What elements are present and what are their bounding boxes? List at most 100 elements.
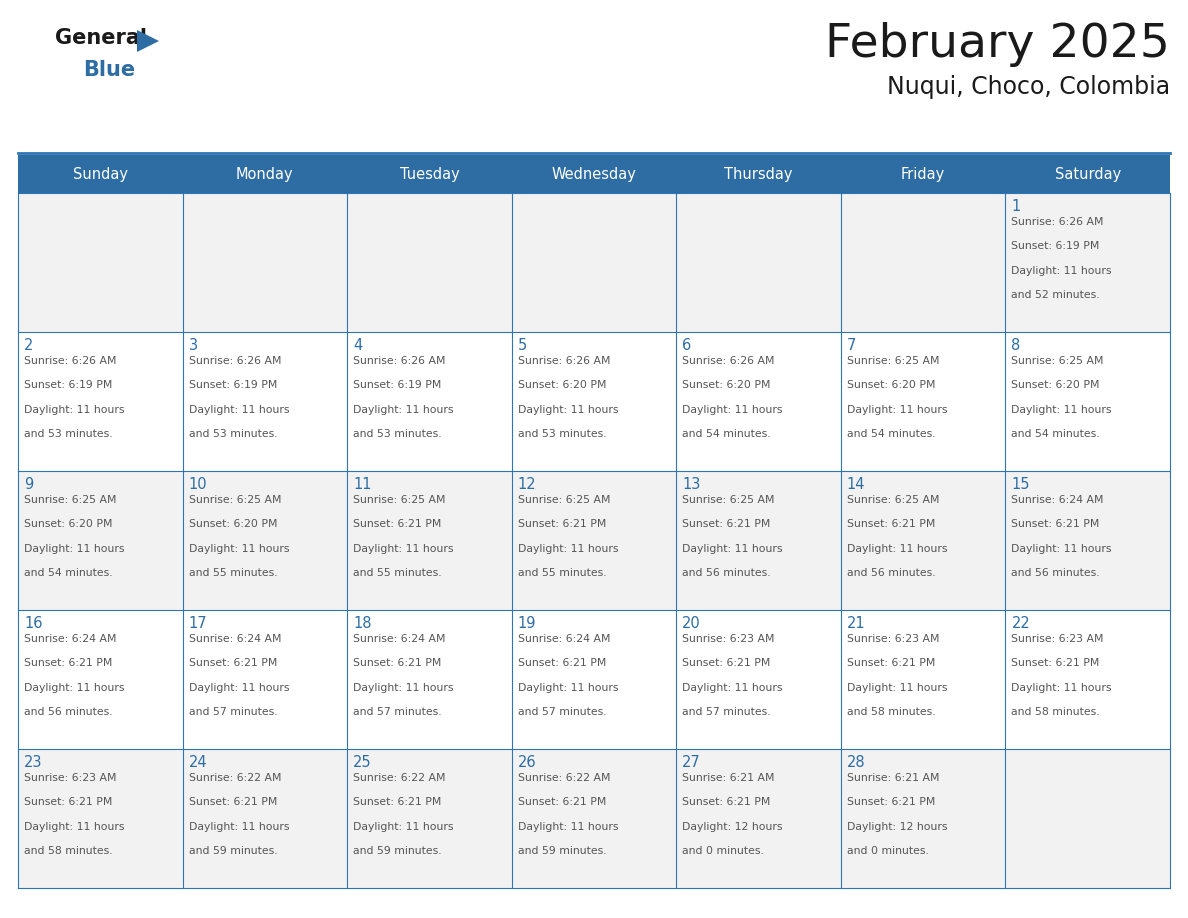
Bar bbox=[1005, 749, 1170, 888]
Text: and 56 minutes.: and 56 minutes. bbox=[682, 568, 771, 578]
Text: 24: 24 bbox=[189, 755, 207, 770]
Bar bbox=[347, 610, 512, 749]
Text: Sunrise: 6:22 AM: Sunrise: 6:22 AM bbox=[353, 773, 446, 783]
Text: Sunset: 6:21 PM: Sunset: 6:21 PM bbox=[682, 658, 771, 668]
Text: Sunrise: 6:25 AM: Sunrise: 6:25 AM bbox=[189, 495, 282, 505]
Text: and 57 minutes.: and 57 minutes. bbox=[682, 707, 771, 717]
Text: and 56 minutes.: and 56 minutes. bbox=[24, 707, 113, 717]
Text: Sunrise: 6:26 AM: Sunrise: 6:26 AM bbox=[682, 356, 775, 366]
Text: 15: 15 bbox=[1011, 477, 1030, 492]
Bar bbox=[18, 155, 1170, 193]
Text: Daylight: 11 hours: Daylight: 11 hours bbox=[518, 822, 618, 832]
Text: and 57 minutes.: and 57 minutes. bbox=[353, 707, 442, 717]
Text: and 59 minutes.: and 59 minutes. bbox=[189, 846, 277, 856]
Text: 8: 8 bbox=[1011, 338, 1020, 353]
Text: Sunset: 6:21 PM: Sunset: 6:21 PM bbox=[24, 658, 113, 668]
Bar bbox=[183, 332, 347, 471]
Bar bbox=[347, 471, 512, 610]
Bar bbox=[512, 471, 676, 610]
Text: and 52 minutes.: and 52 minutes. bbox=[1011, 290, 1100, 300]
Text: 27: 27 bbox=[682, 755, 701, 770]
Text: 6: 6 bbox=[682, 338, 691, 353]
Text: 25: 25 bbox=[353, 755, 372, 770]
Bar bbox=[841, 610, 1005, 749]
Text: Daylight: 11 hours: Daylight: 11 hours bbox=[189, 543, 289, 554]
Bar bbox=[1005, 471, 1170, 610]
Text: Daylight: 11 hours: Daylight: 11 hours bbox=[24, 683, 125, 693]
Text: and 58 minutes.: and 58 minutes. bbox=[24, 846, 113, 856]
Text: Sunrise: 6:24 AM: Sunrise: 6:24 AM bbox=[24, 634, 116, 644]
Text: Sunday: Sunday bbox=[72, 166, 128, 182]
Text: 10: 10 bbox=[189, 477, 207, 492]
Text: Sunrise: 6:24 AM: Sunrise: 6:24 AM bbox=[353, 634, 446, 644]
Text: Sunset: 6:19 PM: Sunset: 6:19 PM bbox=[189, 380, 277, 390]
Text: Daylight: 11 hours: Daylight: 11 hours bbox=[518, 683, 618, 693]
Text: and 54 minutes.: and 54 minutes. bbox=[1011, 429, 1100, 439]
Text: Daylight: 11 hours: Daylight: 11 hours bbox=[353, 683, 454, 693]
Bar bbox=[676, 749, 841, 888]
Text: Sunset: 6:19 PM: Sunset: 6:19 PM bbox=[1011, 241, 1100, 252]
Bar bbox=[512, 332, 676, 471]
Text: Sunset: 6:19 PM: Sunset: 6:19 PM bbox=[24, 380, 113, 390]
Text: Sunrise: 6:26 AM: Sunrise: 6:26 AM bbox=[189, 356, 282, 366]
Text: Sunset: 6:20 PM: Sunset: 6:20 PM bbox=[1011, 380, 1100, 390]
Text: Sunrise: 6:24 AM: Sunrise: 6:24 AM bbox=[189, 634, 282, 644]
Text: Sunrise: 6:26 AM: Sunrise: 6:26 AM bbox=[1011, 217, 1104, 227]
Text: Daylight: 12 hours: Daylight: 12 hours bbox=[682, 822, 783, 832]
Text: Sunrise: 6:21 AM: Sunrise: 6:21 AM bbox=[682, 773, 775, 783]
Text: Sunrise: 6:22 AM: Sunrise: 6:22 AM bbox=[518, 773, 611, 783]
Bar bbox=[841, 332, 1005, 471]
Text: and 53 minutes.: and 53 minutes. bbox=[518, 429, 606, 439]
Text: February 2025: February 2025 bbox=[826, 22, 1170, 67]
Text: Sunset: 6:21 PM: Sunset: 6:21 PM bbox=[682, 798, 771, 807]
Text: 20: 20 bbox=[682, 616, 701, 631]
Text: and 53 minutes.: and 53 minutes. bbox=[24, 429, 113, 439]
Text: Daylight: 12 hours: Daylight: 12 hours bbox=[847, 822, 947, 832]
Text: Daylight: 11 hours: Daylight: 11 hours bbox=[1011, 265, 1112, 275]
Text: Sunset: 6:21 PM: Sunset: 6:21 PM bbox=[353, 658, 442, 668]
Text: 2: 2 bbox=[24, 338, 33, 353]
Text: and 54 minutes.: and 54 minutes. bbox=[847, 429, 935, 439]
Text: 4: 4 bbox=[353, 338, 362, 353]
Bar bbox=[18, 610, 183, 749]
Text: 9: 9 bbox=[24, 477, 33, 492]
Text: and 59 minutes.: and 59 minutes. bbox=[518, 846, 606, 856]
Text: 26: 26 bbox=[518, 755, 536, 770]
Text: Sunset: 6:21 PM: Sunset: 6:21 PM bbox=[518, 798, 606, 807]
Text: Wednesday: Wednesday bbox=[551, 166, 637, 182]
Text: General: General bbox=[55, 28, 147, 48]
Text: Sunrise: 6:25 AM: Sunrise: 6:25 AM bbox=[518, 495, 611, 505]
Text: Saturday: Saturday bbox=[1055, 166, 1120, 182]
Bar bbox=[183, 471, 347, 610]
Text: Daylight: 11 hours: Daylight: 11 hours bbox=[847, 683, 947, 693]
Bar bbox=[347, 749, 512, 888]
Text: Daylight: 11 hours: Daylight: 11 hours bbox=[1011, 683, 1112, 693]
Text: Sunset: 6:21 PM: Sunset: 6:21 PM bbox=[682, 520, 771, 530]
Text: 11: 11 bbox=[353, 477, 372, 492]
Text: 23: 23 bbox=[24, 755, 43, 770]
Text: and 0 minutes.: and 0 minutes. bbox=[847, 846, 929, 856]
Text: Sunset: 6:19 PM: Sunset: 6:19 PM bbox=[353, 380, 442, 390]
Bar bbox=[347, 193, 512, 332]
Text: Tuesday: Tuesday bbox=[399, 166, 460, 182]
Text: 5: 5 bbox=[518, 338, 527, 353]
Text: Blue: Blue bbox=[83, 60, 135, 80]
Text: Sunrise: 6:25 AM: Sunrise: 6:25 AM bbox=[847, 495, 940, 505]
Text: Sunset: 6:21 PM: Sunset: 6:21 PM bbox=[518, 520, 606, 530]
Text: 22: 22 bbox=[1011, 616, 1030, 631]
Bar bbox=[841, 749, 1005, 888]
Text: Daylight: 11 hours: Daylight: 11 hours bbox=[24, 543, 125, 554]
Text: Sunrise: 6:25 AM: Sunrise: 6:25 AM bbox=[682, 495, 775, 505]
Text: and 56 minutes.: and 56 minutes. bbox=[1011, 568, 1100, 578]
Text: Sunset: 6:21 PM: Sunset: 6:21 PM bbox=[353, 798, 442, 807]
Text: Daylight: 11 hours: Daylight: 11 hours bbox=[189, 405, 289, 415]
Text: Sunrise: 6:26 AM: Sunrise: 6:26 AM bbox=[518, 356, 611, 366]
Bar bbox=[183, 749, 347, 888]
Text: and 57 minutes.: and 57 minutes. bbox=[189, 707, 277, 717]
Text: Sunset: 6:21 PM: Sunset: 6:21 PM bbox=[518, 658, 606, 668]
Bar bbox=[512, 749, 676, 888]
Bar bbox=[676, 193, 841, 332]
Text: Sunrise: 6:26 AM: Sunrise: 6:26 AM bbox=[24, 356, 116, 366]
Text: Sunset: 6:21 PM: Sunset: 6:21 PM bbox=[189, 658, 277, 668]
Text: 3: 3 bbox=[189, 338, 197, 353]
